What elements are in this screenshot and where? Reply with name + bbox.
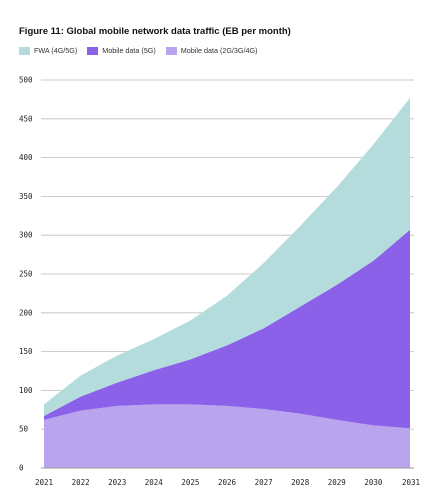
y-tick-label: 400	[19, 153, 33, 162]
legend-item-fwa: FWA (4G/5G)	[19, 46, 77, 55]
legend-swatch-2g3g4g	[165, 46, 177, 55]
chart-title: Figure 11: Global mobile network data tr…	[19, 26, 291, 37]
y-tick-label: 0	[19, 464, 24, 473]
y-tick-label: 500	[19, 76, 33, 85]
area-series-0	[44, 404, 410, 468]
x-axis-ticks: 2021 2022 2023 2024 2025 2026 2027 2028 2029 2030…	[35, 478, 420, 487]
y-tick-label: 350	[19, 192, 33, 201]
stacked-areas	[41, 97, 414, 469]
area-series-2	[44, 97, 410, 417]
y-tick-label: 100	[19, 386, 33, 395]
x-tick-label: 2027	[255, 478, 273, 487]
y-tick-label: 300	[19, 231, 33, 240]
x-tick-label: 2031	[402, 478, 420, 487]
x-tick-label: 2024	[145, 478, 164, 487]
legend-swatch-5g	[87, 46, 99, 55]
legend-swatch-fwa	[19, 46, 30, 55]
y-tick-label: 50	[19, 425, 29, 434]
legend-label-2g3g4g: Mobile data (2G/3G/4G)	[180, 46, 258, 55]
x-tick-label: 2030	[364, 478, 383, 487]
y-tick-label: 150	[19, 347, 33, 356]
legend-label-5g: Mobile data (5G)	[102, 46, 156, 55]
x-tick-label: 2029	[328, 478, 346, 487]
x-tick-label: 2028	[291, 478, 310, 487]
legend-item-2g3g4g: Mobile data (2G/3G/4G)	[165, 46, 258, 55]
y-axis-ticks: 0 50 100 150 200 250 300 350 400 450 500	[19, 76, 33, 473]
x-tick-label: 2022	[72, 478, 90, 487]
legend-label-fwa: FWA (4G/5G)	[34, 46, 78, 55]
y-tick-label: 250	[19, 270, 33, 279]
x-tick-label: 2026	[218, 478, 237, 487]
x-tick-label: 2023	[108, 478, 126, 487]
x-tick-label: 2021	[35, 478, 53, 487]
legend-item-5g: Mobile data (5G)	[87, 46, 156, 55]
x-tick-label: 2025	[181, 478, 199, 487]
y-tick-label: 200	[19, 308, 33, 317]
chart-legend: FWA (4G/5G) Mobile data (5G) Mobile data…	[19, 46, 268, 55]
area-series-1	[44, 229, 410, 429]
y-tick-label: 450	[19, 114, 33, 123]
